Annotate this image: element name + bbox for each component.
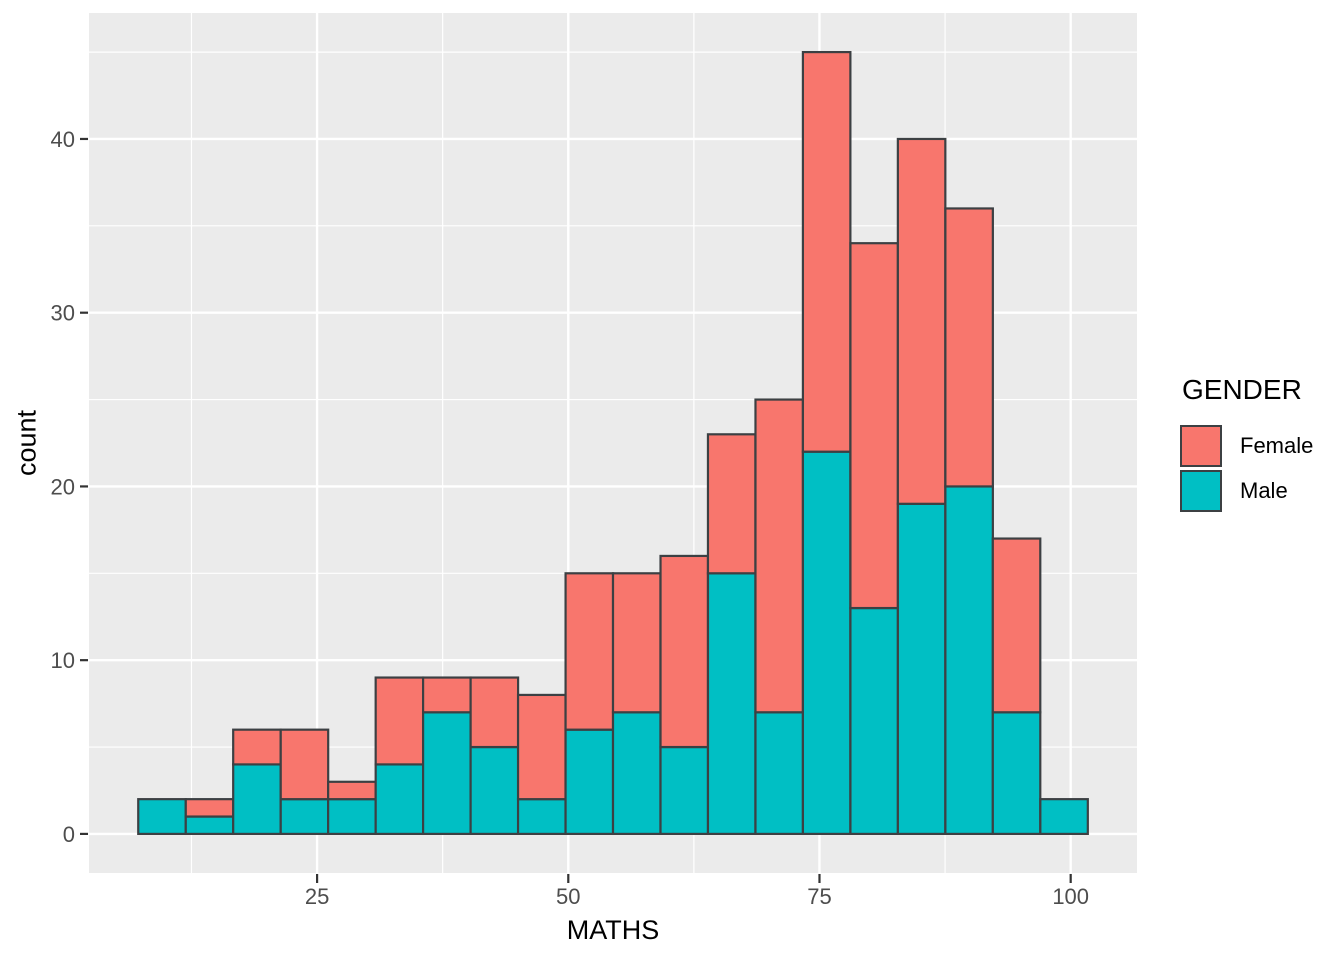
bar-segment-male <box>944 485 994 836</box>
x-tick-label: 100 <box>1052 884 1089 909</box>
bar-segment-male <box>611 711 662 836</box>
bar-segment-male <box>849 606 900 836</box>
bar-segment-female <box>564 572 615 731</box>
bar-segment-male <box>801 450 852 836</box>
bar-segment-female <box>944 207 994 488</box>
legend-label-female: Female <box>1240 433 1314 458</box>
bar-segment-male <box>469 745 520 836</box>
bar-segment-male <box>279 798 330 836</box>
y-tick-label: 40 <box>51 127 75 152</box>
legend-entry-female: Female <box>1180 425 1313 467</box>
bar-segment-male <box>232 763 282 836</box>
bar-segment-female <box>801 50 852 453</box>
bar-segment-male <box>706 572 757 836</box>
bar-segment-female <box>421 676 472 714</box>
bar-segment-male <box>374 763 425 836</box>
bar-segment-female <box>754 398 805 714</box>
legend-swatch-female-icon <box>1180 425 1222 467</box>
legend-swatch-male-icon <box>1180 470 1222 512</box>
bar-segment-male <box>896 502 947 836</box>
bar-segment-female <box>706 433 757 575</box>
y-axis-title: count <box>11 409 42 477</box>
bar-segment-male <box>137 798 187 836</box>
legend-entry-male: Male <box>1180 470 1313 512</box>
y-tick-label: 10 <box>51 648 75 673</box>
legend-label-male: Male <box>1240 478 1288 503</box>
x-axis-title: MATHS <box>566 915 660 945</box>
bar-segment-female <box>469 676 520 749</box>
bar-segment-female <box>232 728 282 766</box>
bar-segment-female <box>184 798 235 818</box>
bar-segment-male <box>659 745 710 836</box>
bar-segment-male <box>516 798 567 836</box>
bar-segment-female <box>279 728 330 801</box>
legend: GENDER Female Male <box>1180 374 1313 512</box>
bar-segment-male <box>754 711 805 836</box>
bar-segment-male <box>564 728 615 836</box>
bar-segment-female <box>516 693 567 801</box>
bar-segment-male <box>1039 798 1089 836</box>
bar-segment-female <box>991 537 1042 714</box>
x-tick-label: 25 <box>305 884 329 909</box>
bar-segment-male <box>991 711 1042 836</box>
bar-segment-male <box>421 711 472 836</box>
bar-segment-male <box>184 815 235 836</box>
bar-segment-male <box>327 798 377 836</box>
bar-segment-female <box>659 554 710 749</box>
bar-segment-female <box>896 137 947 505</box>
x-tick-label: 50 <box>556 884 580 909</box>
bar-segment-female <box>374 676 425 766</box>
bar-segment-female <box>611 572 662 714</box>
y-tick-label: 30 <box>51 301 75 326</box>
bar-segment-female <box>849 242 900 610</box>
y-tick-label: 0 <box>63 822 75 847</box>
legend-title: GENDER <box>1182 374 1302 405</box>
y-tick-label: 20 <box>51 474 75 499</box>
x-tick-label: 75 <box>807 884 831 909</box>
bar-segment-female <box>327 780 377 801</box>
